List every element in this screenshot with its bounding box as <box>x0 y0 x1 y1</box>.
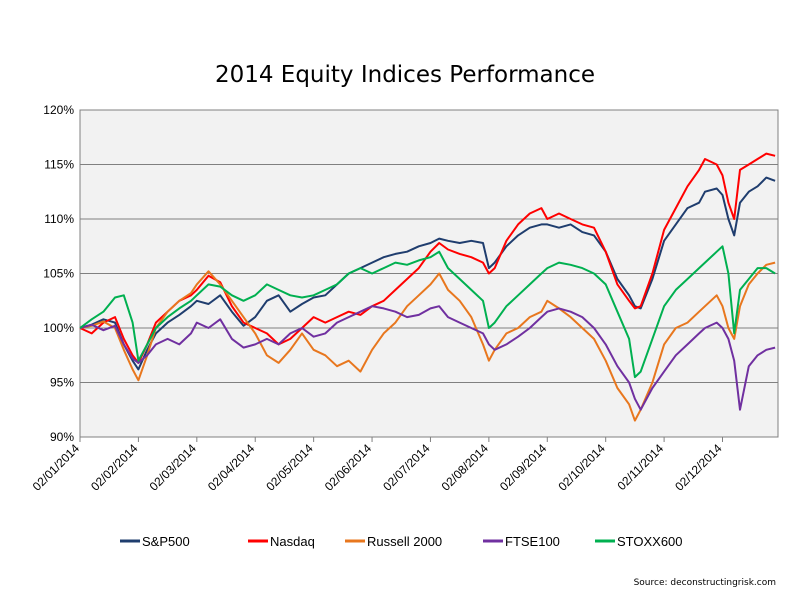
legend-label-russell-2000: Russell 2000 <box>367 534 442 549</box>
y-tick-label: 110% <box>44 212 74 226</box>
chart-title: 2014 Equity Indices Performance <box>215 62 595 88</box>
series-line-ftse100 <box>79 305 776 411</box>
x-tick-label: 02/09/2014 <box>497 441 550 494</box>
x-tick-label: 02/08/2014 <box>439 441 492 494</box>
x-tick-label: 02/12/2014 <box>672 441 725 494</box>
source-note: Source: deconstructingrisk.com <box>634 578 776 588</box>
series-line-nasdaq <box>79 152 776 364</box>
legend-label-ftse100: FTSE100 <box>505 534 560 549</box>
series-line-s-p500 <box>79 176 776 371</box>
x-tick-label: 02/03/2014 <box>147 441 200 494</box>
x-tick-label: 02/05/2014 <box>263 441 316 494</box>
series-line-stoxx600 <box>79 245 776 379</box>
x-tick-label: 02/06/2014 <box>322 441 375 494</box>
legend-label-s-p500: S&P500 <box>142 534 190 549</box>
legend-label-stoxx600: STOXX600 <box>617 534 683 549</box>
legend-label-nasdaq: Nasdaq <box>270 534 315 549</box>
x-tick-label: 02/02/2014 <box>88 441 141 494</box>
series-line-russell-2000 <box>79 261 776 422</box>
x-tick-label: 02/07/2014 <box>380 441 433 494</box>
y-axis: 90% 95% 100% 105% 110% 115% 120% <box>43 103 74 444</box>
x-axis: 02/01/2014 02/02/2014 02/03/2014 02/04/2014… <box>30 437 725 494</box>
x-tick-label: 02/01/2014 <box>30 441 83 494</box>
series-lines <box>79 152 776 422</box>
legend: S&P500 Nasdaq Russell 2000 FTSE100 STOXX600 <box>120 534 683 549</box>
x-tick-label: 02/10/2014 <box>555 441 608 494</box>
y-tick-label: 105% <box>43 267 74 281</box>
x-tick-label: 02/11/2014 <box>614 441 666 493</box>
y-tick-label: 95% <box>50 376 74 390</box>
y-tick-label: 90% <box>50 430 74 444</box>
y-tick-label: 115% <box>44 158 74 172</box>
x-tick-label: 02/04/2014 <box>205 441 258 494</box>
y-tick-label: 100% <box>43 321 74 335</box>
y-tick-label: 120% <box>43 103 74 117</box>
